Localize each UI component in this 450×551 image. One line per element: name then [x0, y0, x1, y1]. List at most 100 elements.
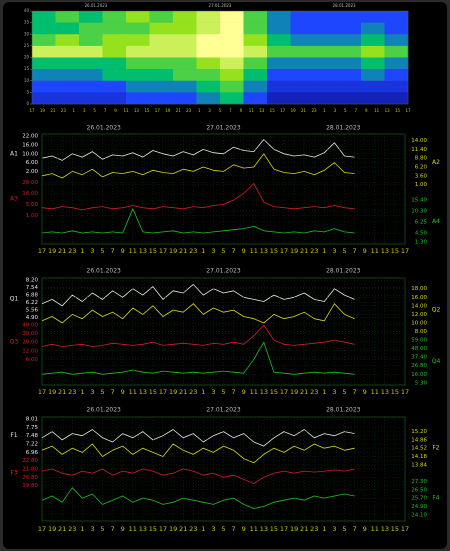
x-tick-label: 23 [310, 525, 318, 533]
x-tick-label: 5 [342, 247, 346, 255]
heatmap-cell [314, 34, 338, 47]
x-tick-label: 3 [90, 388, 94, 396]
x-tick-label: 1 [201, 388, 205, 396]
heatmap-cell [384, 22, 409, 35]
heatmap-cell [79, 45, 103, 58]
x-tick-label: 15 [144, 108, 150, 113]
x-tick-label: 3 [332, 388, 336, 396]
y-tick-label: 15.40 [411, 198, 427, 204]
heatmap-cell [243, 80, 268, 93]
x-tick-label: 15 [149, 525, 157, 533]
x-tick-label: 7 [353, 388, 357, 396]
heatmap-cell [102, 80, 127, 93]
heatmap-cell [314, 80, 338, 93]
heatmap-cell [196, 11, 221, 23]
x-tick-label: 5 [100, 525, 104, 533]
x-tick-label: 17 [405, 108, 411, 113]
y-tick-label: 8.80 [415, 156, 428, 162]
y-tick-label: 12.00 [22, 348, 38, 354]
y-tick-label: 20 [24, 55, 30, 60]
x-tick-label: 23 [68, 388, 76, 396]
x-tick-label: 1 [80, 247, 84, 255]
x-tick-label: 9 [121, 247, 125, 255]
heatmap-cell [79, 11, 103, 23]
x-tick-label: 21 [176, 108, 182, 113]
x-tick-label: 3 [211, 247, 215, 255]
x-tick-label: 23 [61, 108, 67, 113]
heatmap-cell [102, 92, 127, 105]
x-tick-label: 13 [260, 247, 268, 255]
x-tick-label: 1 [73, 108, 76, 113]
heatmap-cell [32, 22, 56, 35]
heatmap-cell [126, 80, 150, 93]
y-tick-label: 8.20 [26, 278, 39, 284]
x-tick-label: 15 [149, 247, 157, 255]
x-tick-label: 19 [48, 525, 56, 533]
x-tick-label: 5 [342, 525, 346, 533]
x-tick-label: 19 [291, 108, 297, 113]
x-tick-label: 11 [250, 388, 258, 396]
x-tick-label: 11 [374, 108, 380, 113]
y-tick-label: 24.10 [411, 512, 427, 518]
heatmap-cell [196, 57, 221, 70]
x-tick-label: 1 [322, 525, 326, 533]
x-tick-label: 17 [38, 388, 46, 396]
x-tick-label: 9 [121, 525, 125, 533]
heatmap-cell [149, 22, 174, 35]
x-tick-label: 13 [381, 247, 389, 255]
x-tick-label: 1 [80, 388, 84, 396]
heatmap-cell [384, 45, 409, 58]
heatmap-cell [337, 57, 362, 70]
x-tick-label: 7 [111, 388, 115, 396]
x-tick-label: 17 [159, 525, 167, 533]
x-tick-label: 15 [391, 388, 399, 396]
series-label: Q2 [432, 307, 441, 314]
heatmap-cell [220, 69, 244, 82]
heatmap-cell [384, 57, 409, 70]
x-tick-label: 11 [371, 247, 379, 255]
series-label: A3 [10, 195, 18, 202]
heatmap-cell [32, 34, 56, 47]
x-tick-label: 7 [355, 108, 358, 113]
x-tick-label: 5 [344, 108, 347, 113]
heatmap-cell [102, 11, 127, 23]
y-tick-label: 8.00 [415, 329, 428, 335]
date-label: 27.01.2023 [209, 3, 232, 8]
y-tick-label: 35 [24, 20, 30, 25]
heatmap-cell [149, 80, 174, 93]
heatmap-cell [220, 80, 244, 93]
x-tick-label: 17 [38, 247, 46, 255]
heatmap-cell [267, 69, 291, 82]
x-tick-label: 5 [100, 247, 104, 255]
heatmap-cell [196, 92, 221, 105]
heatmap-cell [55, 11, 80, 23]
y-tick-label: 5.30 [415, 380, 428, 386]
heatmap-cell [314, 57, 338, 70]
y-tick-label: 37.40 [411, 355, 427, 361]
y-tick-label: 16.00 [411, 372, 427, 378]
x-tick-label: 21 [301, 108, 307, 113]
heatmap-cell [290, 22, 315, 35]
heatmap-cell [314, 22, 338, 35]
y-tick-label: 20.00 [22, 340, 38, 346]
y-tick-label: 10.00 [411, 320, 427, 326]
x-tick-label: 17 [401, 388, 409, 396]
y-tick-label: 6.22 [26, 300, 38, 306]
y-tick-label: 4.90 [26, 315, 39, 321]
x-tick-label: 15 [391, 525, 399, 533]
series-label: Q1 [10, 295, 19, 302]
y-tick-label: 48.00 [411, 346, 427, 352]
heatmap-cell [361, 57, 385, 70]
heatmap-cell [173, 45, 197, 58]
y-tick-label: 30 [24, 31, 30, 36]
x-tick-label: 13 [259, 108, 265, 113]
date-label: 26.01.2023 [84, 3, 107, 8]
x-tick-label: 7 [111, 247, 115, 255]
x-tick-label: 5 [221, 525, 225, 533]
date-label: 28.01.2023 [326, 125, 361, 132]
heatmap-cell [314, 11, 338, 23]
y-tick-label: 3.60 [415, 173, 428, 179]
x-tick-label: 1 [201, 525, 205, 533]
series-line [41, 284, 355, 307]
heatmap-cell [290, 80, 315, 93]
